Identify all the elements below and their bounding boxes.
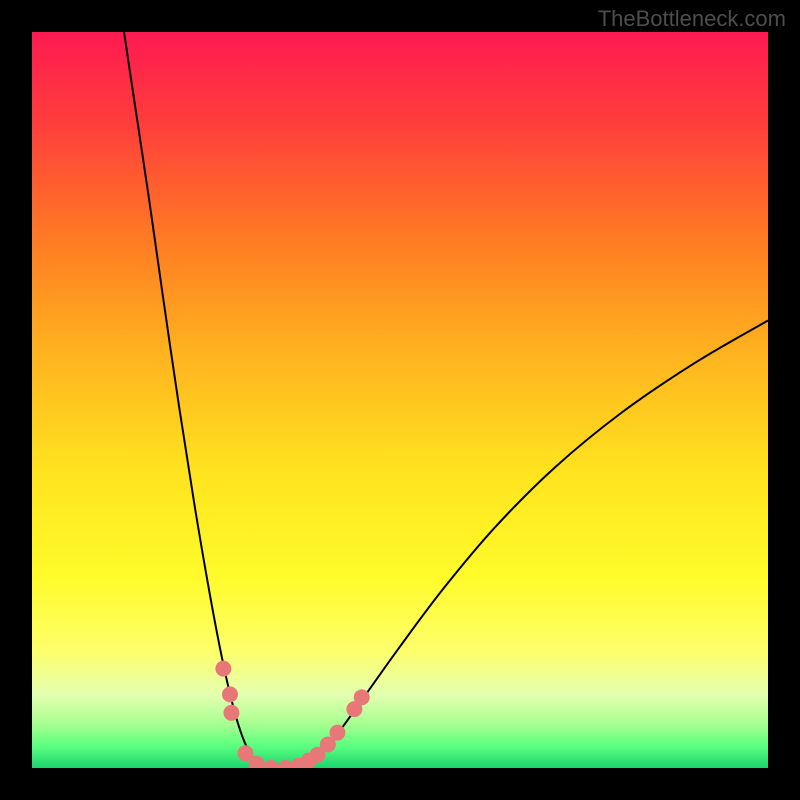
data-marker [215, 661, 231, 677]
data-marker [223, 705, 239, 721]
data-marker [222, 686, 238, 702]
data-marker [354, 689, 370, 705]
plot-svg [32, 32, 768, 768]
data-marker [329, 725, 345, 741]
gradient-background [32, 32, 768, 768]
chart-container: TheBottleneck.com [0, 0, 800, 800]
plot-area [32, 32, 768, 768]
watermark-text: TheBottleneck.com [598, 6, 786, 32]
